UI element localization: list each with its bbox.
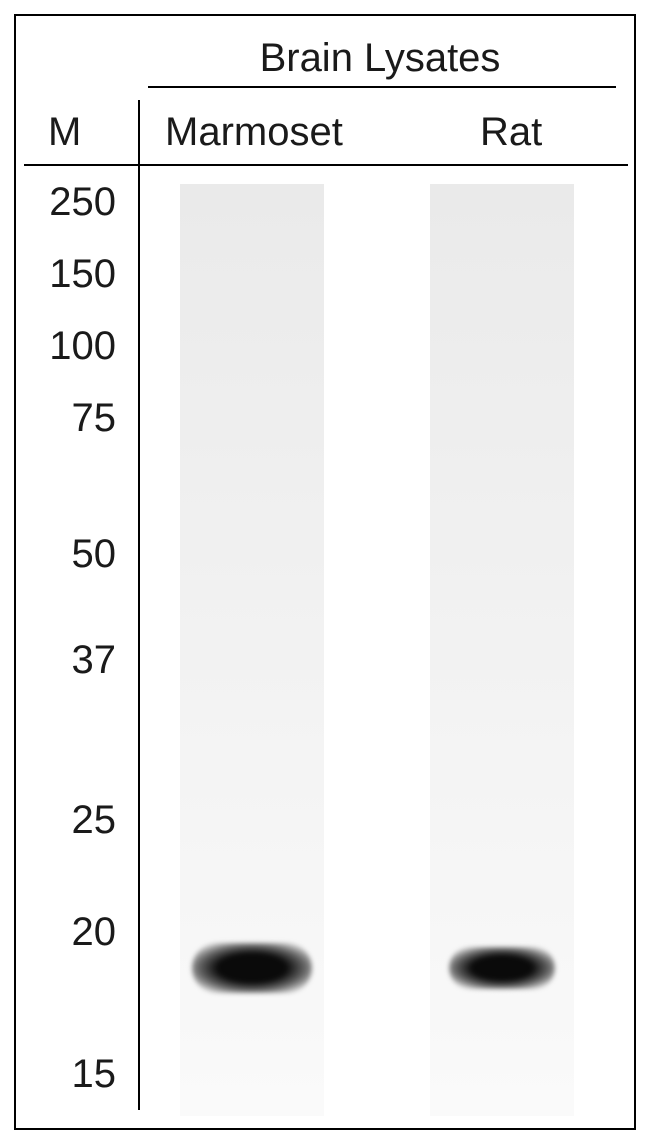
ladder-tick: 250 <box>26 180 116 225</box>
lane-marmoset <box>180 184 324 1116</box>
ladder-tick: 20 <box>26 910 116 955</box>
ladder-tick: 75 <box>26 396 116 441</box>
ladder-tick: 15 <box>26 1052 116 1097</box>
band-rat <box>449 947 555 989</box>
western-blot-figure: Brain Lysates M Marmoset Rat 250 150 100 75… <box>0 0 650 1144</box>
ladder-tick: 150 <box>26 252 116 297</box>
column-label-marmoset: Marmoset <box>165 110 365 155</box>
header-title: Brain Lysates <box>140 36 620 81</box>
ladder-tick: 25 <box>26 798 116 843</box>
header-rule <box>148 86 616 88</box>
column-label-rat: Rat <box>480 110 580 155</box>
ladder-tick: 50 <box>26 532 116 577</box>
marker-vertical-line <box>138 100 140 1110</box>
columns-underline <box>24 164 628 166</box>
band-marmoset <box>192 943 312 993</box>
ladder-tick: 37 <box>26 638 116 683</box>
lane-rat <box>430 184 574 1116</box>
ladder-tick: 100 <box>26 324 116 369</box>
column-label-marker: M <box>48 110 108 155</box>
